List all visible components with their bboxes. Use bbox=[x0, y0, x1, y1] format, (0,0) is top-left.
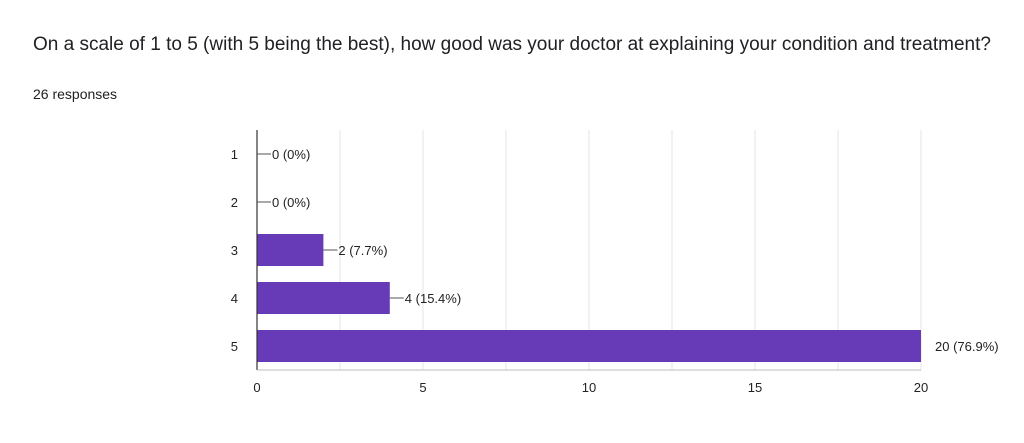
response-count: 26 responses bbox=[33, 86, 118, 102]
x-tick-label: 10 bbox=[582, 380, 596, 395]
y-tick-label: 5 bbox=[231, 339, 238, 354]
bars bbox=[257, 234, 921, 362]
x-tick-label: 20 bbox=[914, 380, 928, 395]
y-tick-label: 1 bbox=[231, 147, 238, 162]
y-tick-label: 4 bbox=[231, 291, 238, 306]
y-tick-label: 3 bbox=[231, 243, 238, 258]
axes bbox=[256, 130, 921, 371]
data-label: 0 (0%) bbox=[272, 147, 310, 162]
data-label: 0 (0%) bbox=[272, 195, 310, 210]
data-label: 4 (15.4%) bbox=[405, 291, 461, 306]
x-tick-label: 15 bbox=[748, 380, 762, 395]
data-label: 20 (76.9%) bbox=[935, 339, 999, 354]
labels: 0 5 10 15 20 1 0 (0%) 2 0 (0%) 3 2 (7.7%) 4 4 (15.4%… bbox=[231, 147, 999, 395]
data-label: 2 (7.7%) bbox=[338, 243, 387, 258]
question-title: On a scale of 1 to 5 (with 5 being the b… bbox=[33, 34, 991, 55]
bar bbox=[257, 234, 324, 266]
x-tick-label: 5 bbox=[419, 380, 426, 395]
bar bbox=[257, 282, 390, 314]
bar bbox=[257, 330, 921, 362]
y-tick-label: 2 bbox=[231, 195, 238, 210]
x-tick-label: 0 bbox=[253, 380, 260, 395]
